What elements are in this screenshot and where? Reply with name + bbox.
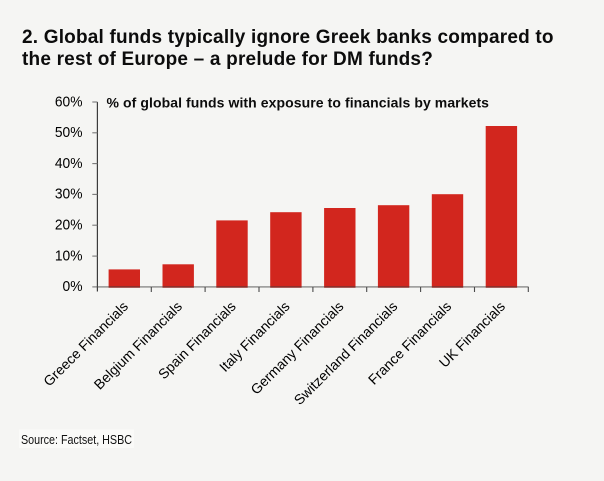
svg-text:20%: 20% [55,217,83,234]
svg-text:50%: 50% [55,124,83,141]
svg-text:30%: 30% [55,186,83,203]
svg-text:0%: 0% [63,278,83,295]
svg-text:the rest of Europe – a prelude: the rest of Europe – a prelude for DM fu… [22,49,433,70]
svg-text:60%: 60% [55,93,83,110]
svg-text:% of global funds with exposur: % of global funds with exposure to finan… [107,95,490,111]
svg-text:40%: 40% [55,155,83,172]
svg-text:Source: Factset, HSBC: Source: Factset, HSBC [21,432,132,447]
svg-text:2. Global funds typically igno: 2. Global funds typically ignore Greek b… [22,27,554,48]
svg-text:10%: 10% [55,247,83,264]
